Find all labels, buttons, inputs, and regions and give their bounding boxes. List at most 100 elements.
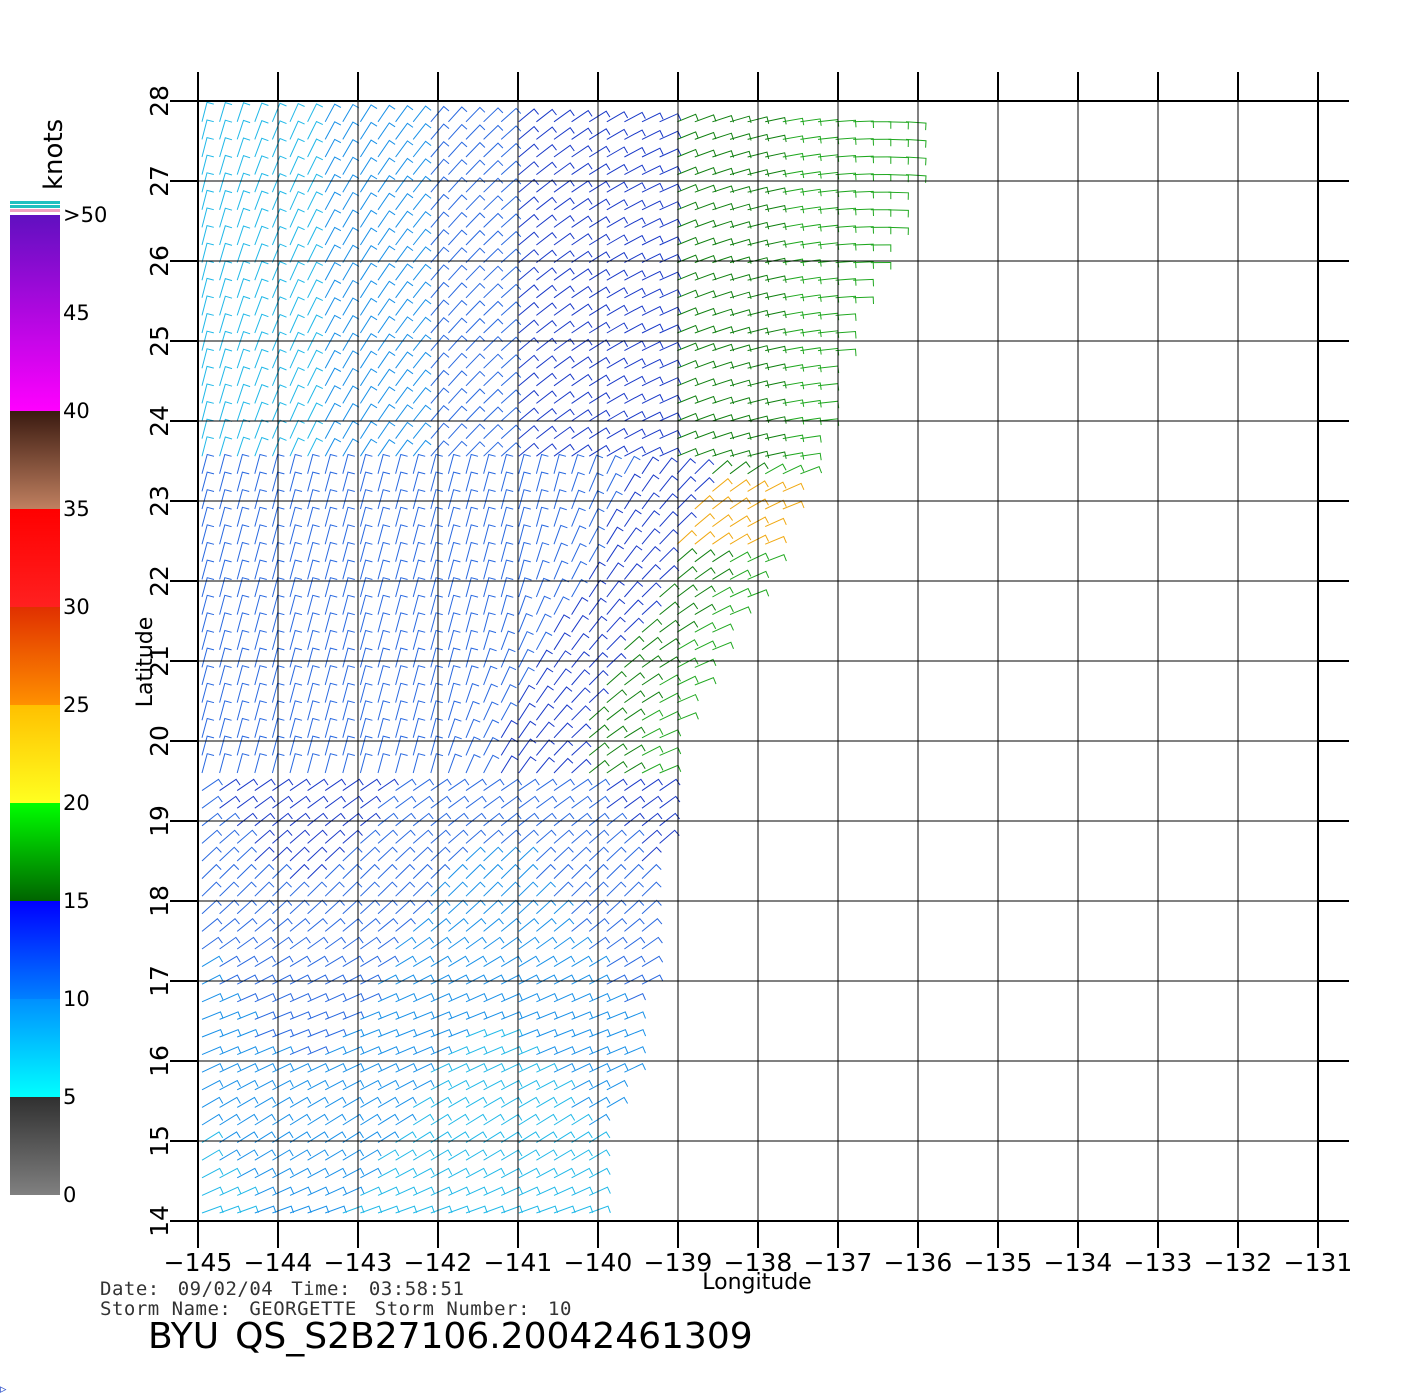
wind-barb [324, 955, 347, 968]
wind-barb [254, 1063, 277, 1073]
wind-barb [588, 561, 606, 580]
wind-barb [641, 795, 663, 809]
wind-barb [694, 167, 717, 176]
wind-barb [271, 137, 287, 158]
wind-barb [536, 126, 557, 140]
wind-barb [324, 261, 342, 281]
wind-barb [289, 682, 303, 703]
wind-barb [307, 332, 324, 351]
wind-barb [641, 474, 660, 492]
wind-barb [430, 1131, 452, 1144]
wind-barb [271, 243, 287, 263]
wind-barb [800, 259, 822, 267]
product-org: BYU [148, 1316, 220, 1357]
wind-barb [535, 559, 550, 580]
wind-barb [395, 210, 414, 228]
wind-barb [289, 1205, 312, 1214]
wind-barb [448, 812, 469, 827]
y-tick-label: 16 [145, 1045, 174, 1077]
wind-barb [518, 993, 541, 1003]
wind-barb [377, 471, 391, 492]
wind-barb [765, 152, 787, 160]
wind-barb [518, 738, 537, 756]
wind-barb [606, 146, 629, 158]
wind-barb [254, 647, 267, 668]
wind-barb [588, 974, 611, 985]
wind-barb [412, 386, 432, 404]
wind-barb [254, 243, 269, 263]
wind-barb [448, 829, 469, 844]
wind-barb [853, 190, 874, 199]
wind-barb [342, 438, 360, 457]
wind-barb [448, 778, 470, 792]
colorbar-segment [10, 607, 60, 705]
wind-barb [694, 603, 717, 616]
wind-barb [677, 360, 699, 369]
wind-barb [359, 227, 378, 246]
wind-barb [219, 453, 232, 474]
wind-barb [606, 199, 629, 211]
wind-barb [518, 613, 533, 633]
wind-barb [465, 718, 481, 738]
x-tick-label: −131 [1284, 1248, 1353, 1277]
wind-barb [606, 322, 629, 334]
wind-barb [342, 541, 355, 562]
x-tick-label: −136 [884, 1248, 953, 1277]
wind-barb [571, 1205, 594, 1214]
wind-barb [500, 702, 518, 721]
wind-barb [413, 1205, 435, 1214]
x-tick-label: −137 [804, 1248, 873, 1277]
colorbar-segment [10, 1097, 60, 1195]
wind-barb [536, 302, 557, 316]
wind-barb [377, 351, 396, 369]
wind-barb [342, 315, 360, 334]
wind-barb [800, 311, 822, 320]
wind-barb [624, 287, 646, 299]
wind-barb [518, 125, 539, 140]
wind-barb [412, 753, 426, 774]
wind-barb [430, 1167, 453, 1179]
wind-barb [289, 314, 305, 334]
wind-barb [271, 102, 287, 122]
wind-barb [536, 337, 557, 351]
wind-barb [712, 167, 735, 176]
wind-barb [201, 295, 214, 316]
wind-barb [360, 993, 382, 1003]
wind-barb [624, 1046, 646, 1056]
wind-barb [782, 152, 805, 161]
wind-barb [342, 955, 364, 968]
wind-barb [254, 524, 267, 545]
wind-barb [360, 778, 382, 792]
wind-barb [219, 436, 233, 457]
wind-barb [289, 936, 311, 950]
wind-barb [694, 567, 716, 580]
wind-barb [518, 161, 539, 175]
wind-barb [853, 278, 874, 287]
y-tick-label: 20 [145, 725, 174, 757]
wind-barb [571, 651, 590, 668]
wind-barb [835, 278, 857, 286]
wind-barb [536, 881, 556, 897]
wind-barb [377, 386, 396, 404]
wind-barb [201, 812, 223, 827]
wind-barb [289, 1028, 312, 1038]
wind-barb [712, 477, 733, 492]
wind-barb [571, 758, 592, 774]
wind-barb [272, 1079, 294, 1091]
wind-barb [571, 881, 592, 897]
wind-barb [430, 917, 452, 932]
wind-barb [412, 298, 432, 316]
wind-barb [219, 1063, 242, 1073]
wind-barb [800, 206, 822, 214]
wind-barb [307, 453, 320, 474]
wind-barb [377, 993, 400, 1003]
wind-barb [342, 1046, 365, 1056]
wind-barb [588, 233, 611, 246]
wind-barb [395, 193, 414, 211]
wind-barb [694, 494, 715, 510]
wind-barb [324, 629, 338, 650]
wind-barb [571, 391, 593, 404]
wind-barb [307, 735, 320, 756]
wind-barb [676, 511, 697, 527]
wind-barb [254, 665, 267, 686]
